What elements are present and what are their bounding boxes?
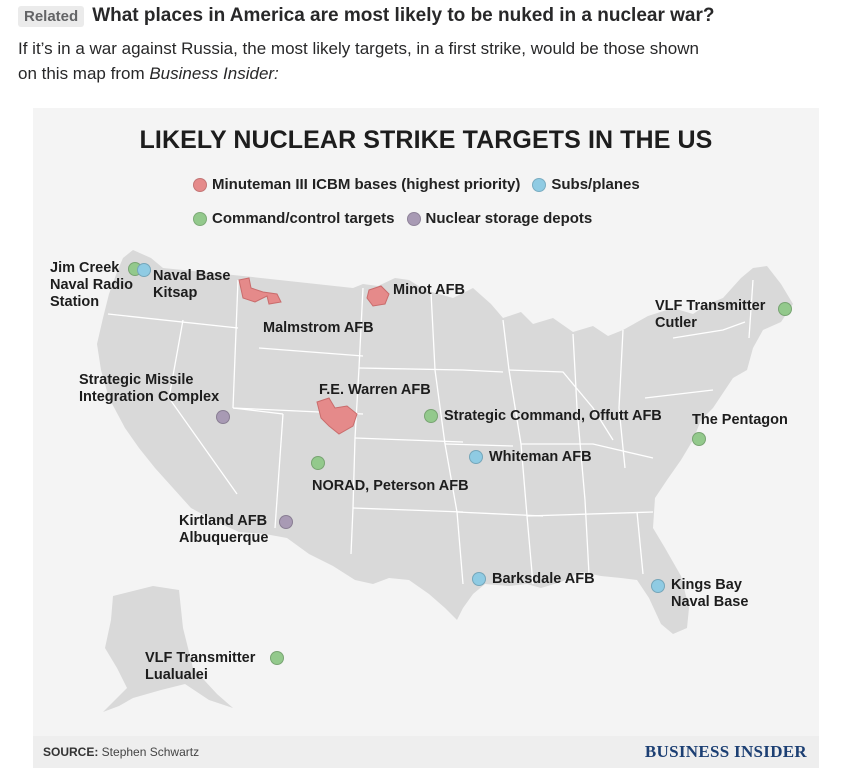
vlf-lualualei-marker[interactable]	[270, 651, 284, 665]
strategic-missile-label: Strategic Missile Integration Complex	[79, 372, 220, 405]
related-badge: Related	[18, 5, 85, 27]
subs-swatch-icon	[532, 177, 547, 192]
barksdale-label: Barksdale AFB	[492, 571, 595, 587]
warren-label: F.E. Warren AFB	[319, 382, 431, 398]
legend-subs: Subs/planes	[532, 176, 640, 193]
question-title[interactable]: What places in America are most likely t…	[92, 5, 715, 26]
kitsap-marker[interactable]	[137, 263, 151, 277]
kings-bay-label: Kings Bay Naval Base	[671, 577, 749, 610]
kitsap-label: Naval Base Kitsap	[153, 268, 231, 301]
business-insider-logo: BUSINESS INSIDER	[644, 742, 807, 761]
minot-label: Minot AFB	[393, 282, 465, 298]
whiteman-marker[interactable]	[469, 450, 483, 464]
map-footer: SOURCE: Stephen Schwartz BUSINESS INSIDE…	[33, 736, 819, 768]
legend-command: Command/control targets	[193, 210, 395, 227]
icbm-swatch-icon	[193, 177, 207, 192]
warren-icbm-area	[316, 397, 358, 435]
map-title: LIKELY NUCLEAR STRIKE TARGETS IN THE US	[139, 126, 713, 154]
source-mention: Business Insider:	[149, 64, 279, 83]
kings-bay-marker[interactable]	[651, 579, 665, 593]
pentagon-marker[interactable]	[692, 432, 706, 446]
legend-row-1: Minuteman III ICBM bases (highest priori…	[193, 176, 652, 193]
whiteman-label: Whiteman AFB	[489, 449, 592, 465]
offutt-marker[interactable]	[424, 409, 438, 423]
us-map-outline	[97, 250, 793, 712]
state-borders	[107, 279, 754, 585]
norad-label: NORAD, Peterson AFB	[312, 478, 469, 494]
offutt-label: Strategic Command, Offutt AFB	[444, 408, 662, 424]
legend-storage: Nuclear storage depots	[406, 210, 592, 227]
source-credit: SOURCE: Stephen Schwartz	[43, 745, 200, 759]
legend-icbm: Minuteman III ICBM bases (highest priori…	[193, 176, 520, 193]
command-swatch-icon	[193, 211, 207, 226]
kirtland-marker[interactable]	[279, 515, 293, 529]
answer-line-1: If it’s in a war against Russia, the mos…	[18, 39, 699, 58]
barksdale-marker[interactable]	[472, 572, 486, 586]
malmstrom-label: Malmstrom AFB	[263, 320, 374, 336]
malmstrom-icbm-area	[238, 277, 282, 305]
map-image[interactable]: LIKELY NUCLEAR STRIKE TARGETS IN THE US …	[33, 108, 819, 768]
pentagon-label: The Pentagon	[692, 412, 788, 428]
storage-swatch-icon	[406, 211, 421, 226]
minot-icbm-area	[366, 285, 390, 307]
alaska-land	[103, 586, 233, 712]
legend-row-2: Command/control targets Nuclear storage …	[193, 210, 604, 227]
answer-text: If it’s in a war against Russia, the mos…	[18, 36, 838, 86]
kirtland-label: Kirtland AFB Albuquerque	[179, 513, 269, 546]
norad-marker[interactable]	[311, 456, 325, 470]
jim-creek-label: Jim Creek Naval Radio Station	[50, 260, 133, 310]
vlf-cutler-label: VLF Transmitter Cutler	[655, 298, 766, 331]
strategic-missile-marker[interactable]	[216, 410, 230, 424]
question-header: Related What places in America are most …	[18, 4, 837, 28]
vlf-cutler-marker[interactable]	[778, 302, 792, 316]
answer-line-2: on this map from Business Insider:	[18, 64, 279, 83]
vlf-lualualei-label: VLF Transmitter Lualualei	[145, 650, 256, 683]
